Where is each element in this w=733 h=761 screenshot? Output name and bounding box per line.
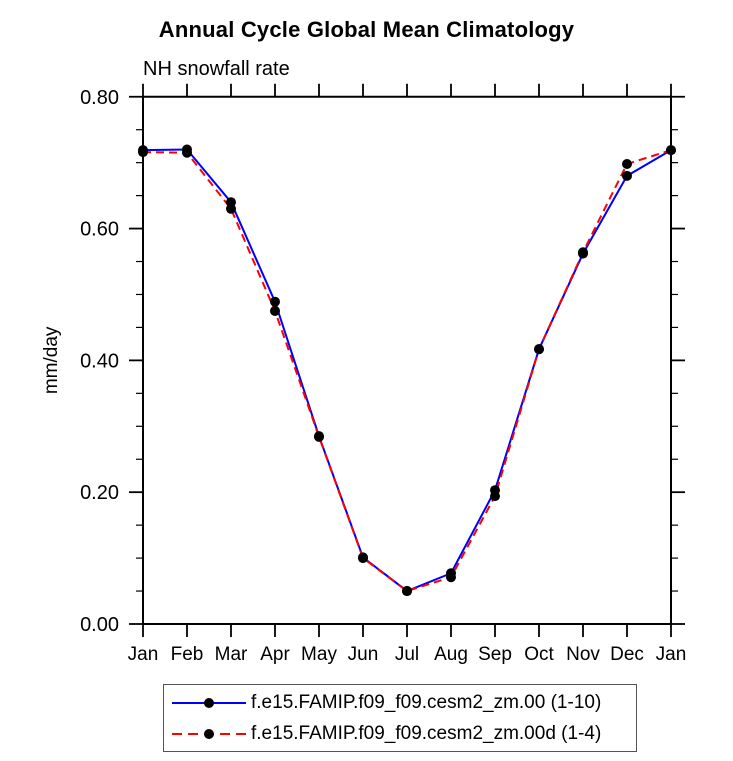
data-point-marker-s2 [226, 203, 236, 214]
legend-row-series1: f.e15.FAMIP.f09_f09.cesm2_zm.00 (1-10) [170, 691, 636, 715]
plot-frame [142, 95, 672, 625]
legend-sample-dashed-line-icon [172, 728, 246, 739]
x-tick-label: Sep [478, 644, 512, 665]
data-point-marker-s2 [358, 553, 368, 564]
legend-label-series1: f.e15.FAMIP.f09_f09.cesm2_zm.00 (1-10) [251, 691, 602, 713]
data-point-marker-s1 [270, 296, 280, 307]
data-point-marker-s2 [534, 344, 544, 355]
chart-subtitle: NH snowfall rate [143, 58, 290, 80]
data-point-marker-s2 [578, 247, 588, 258]
line-chart: Jan Feb Mar Apr May Jun Jul Aug Sep Oct Nov Dec Jan 0… [41, 83, 687, 665]
data-point-marker-s1 [622, 170, 632, 181]
x-tick-label: Dec [610, 644, 644, 665]
series-line-2 [142, 149, 672, 593]
x-tick-label: Oct [524, 644, 554, 665]
chart-title: Annual Cycle Global Mean Climatology [158, 17, 575, 42]
x-tick-label: Jan [128, 644, 159, 665]
legend-sample-solid-line-icon [172, 697, 246, 708]
y-tick-label: 0.40 [80, 350, 119, 372]
x-tick-label: Feb [171, 644, 204, 665]
x-tick-label: Jun [348, 644, 379, 665]
y-tick-label: 0.20 [80, 482, 119, 504]
x-tick-label: May [301, 644, 337, 665]
series-line-1 [142, 148, 672, 593]
data-point-marker-s2 [490, 491, 500, 502]
data-point-marker-s2 [138, 147, 148, 158]
data-point-marker-s2 [314, 431, 324, 442]
data-point-marker-s2 [182, 147, 192, 158]
x-tick-label: Nov [566, 644, 600, 665]
legend: f.e15.FAMIP.f09_f09.cesm2_zm.00 (1-10) f… [163, 684, 637, 752]
x-tick-label: Apr [260, 644, 290, 665]
data-point-marker-s2 [666, 145, 676, 156]
x-tick-label: Jul [395, 644, 419, 665]
y-tick-label: 0.00 [80, 614, 119, 636]
x-tick-label: Jan [656, 644, 687, 665]
y-tick-label: 0.60 [80, 219, 119, 241]
legend-row-series2: f.e15.FAMIP.f09_f09.cesm2_zm.00d (1-4) [170, 722, 636, 746]
x-tick-label: Aug [434, 644, 468, 665]
legend-label-series2: f.e15.FAMIP.f09_f09.cesm2_zm.00d (1-4) [251, 722, 602, 744]
data-point-marker-s2 [446, 572, 456, 583]
x-tick-label: Mar [215, 644, 248, 665]
data-point-marker-s2 [402, 586, 412, 597]
data-point-marker-s2 [622, 158, 632, 169]
data-point-marker-s2 [270, 305, 280, 316]
y-tick-label: 0.80 [80, 87, 119, 109]
y-axis-label: mm/day [41, 326, 62, 394]
